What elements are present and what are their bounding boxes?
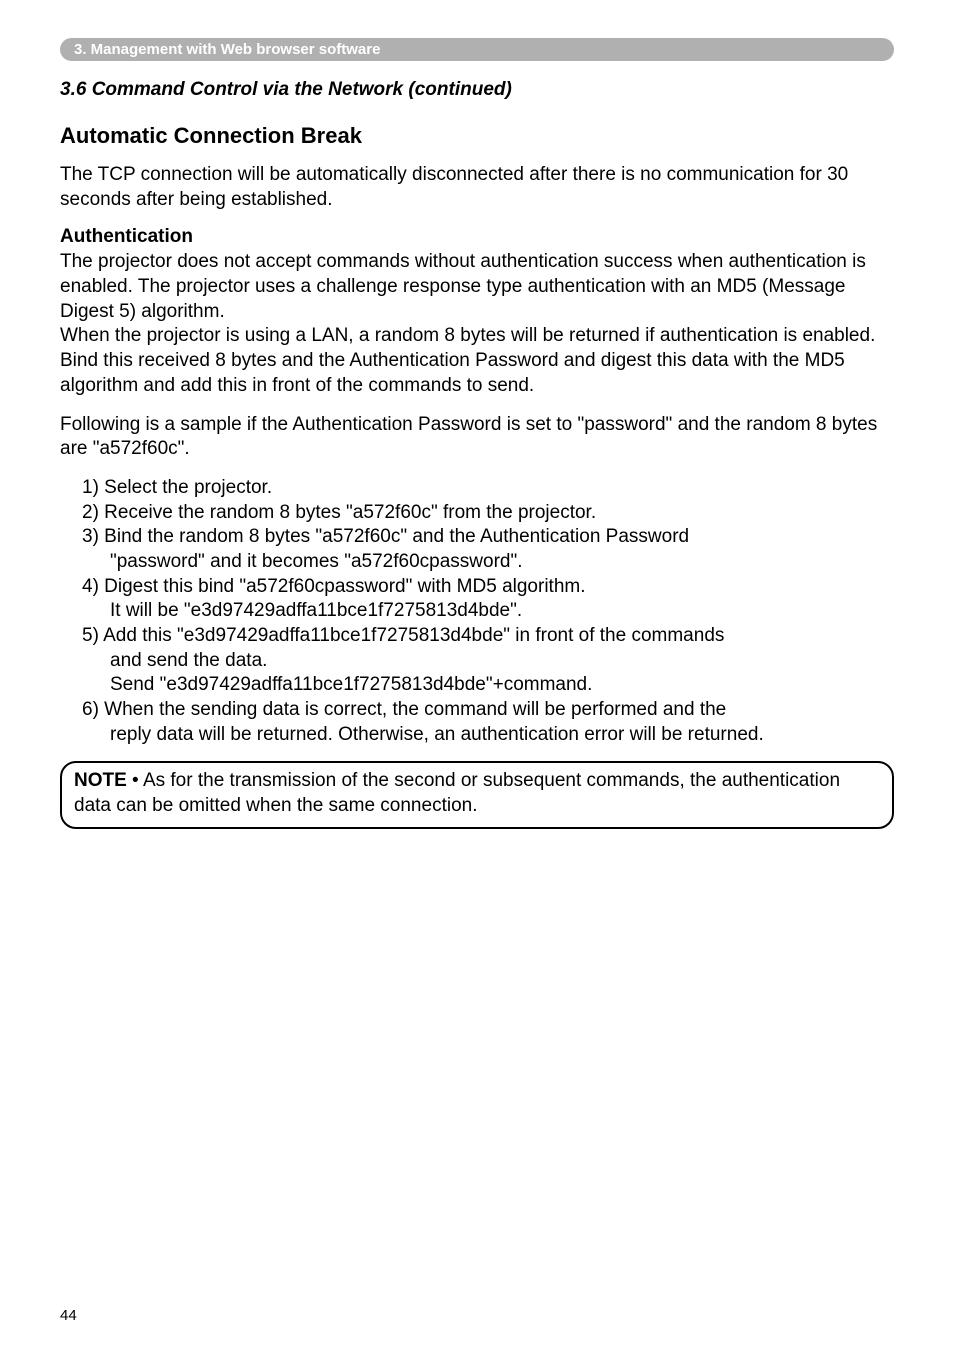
steps-list: 1) Select the projector. 2) Receive the …	[82, 476, 894, 748]
page: 3. Management with Web browser software …	[0, 0, 954, 1354]
step-2: 2) Receive the random 8 bytes "a572f60c"…	[82, 501, 894, 526]
paragraph-example-intro: Following is a sample if the Authenticat…	[60, 413, 894, 462]
note-box: NOTE • As for the transmission of the se…	[60, 761, 894, 828]
step-6b: reply data will be returned. Otherwise, …	[82, 723, 894, 748]
step-5a: 5) Add this "e3d97429adffa11bce1f7275813…	[82, 624, 894, 649]
paragraph-auth-2: When the projector is using a LAN, a ran…	[60, 324, 894, 398]
section-bar: 3. Management with Web browser software	[60, 38, 894, 61]
step-6a: 6) When the sending data is correct, the…	[82, 698, 894, 723]
step-3a: 3) Bind the random 8 bytes "a572f60c" an…	[82, 525, 894, 550]
step-1: 1) Select the projector.	[82, 476, 894, 501]
page-number: 44	[60, 1307, 77, 1324]
heading-authentication: Authentication	[60, 226, 894, 248]
sub-heading: 3.6 Command Control via the Network (con…	[60, 79, 894, 101]
section-bar-text: 3. Management with Web browser software	[74, 41, 380, 58]
step-4a: 4) Digest this bind "a572f60cpassword" w…	[82, 575, 894, 600]
note-text: • As for the transmission of the second …	[74, 770, 840, 816]
step-3b: "password" and it becomes "a572f60cpassw…	[82, 550, 894, 575]
step-5b: and send the data.	[82, 649, 894, 674]
paragraph-auth-1: The projector does not accept commands w…	[60, 250, 894, 324]
heading-automatic-break: Automatic Connection Break	[60, 123, 894, 149]
step-4b: It will be "e3d97429adffa11bce1f7275813d…	[82, 599, 894, 624]
note-label: NOTE	[74, 770, 127, 791]
paragraph-break: The TCP connection will be automatically…	[60, 163, 894, 212]
step-5c: Send "e3d97429adffa11bce1f7275813d4bde"+…	[82, 673, 894, 698]
